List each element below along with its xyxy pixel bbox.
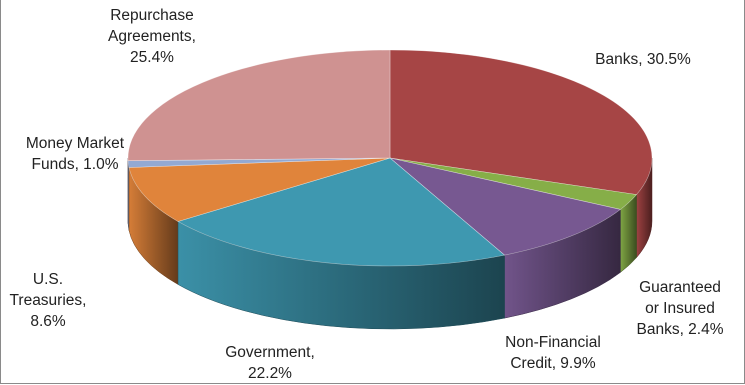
pie-labels: Banks, 30.5% Guaranteed or Insured Banks, 2…: [10, 7, 724, 382]
pie-slice-u-s-treasuries: [128, 157, 391, 222]
data-label-non-financial-credit: Non-Financial Credit, 9.9%: [505, 334, 601, 372]
pie-slice-non-financial-credit: [389, 157, 622, 256]
data-label-u-s-treasuries: U.S. Treasuries, 8.6%: [10, 271, 87, 330]
pie-slice-government: [177, 157, 506, 267]
data-label-government: Government, 22.2%: [225, 344, 315, 382]
data-label-banks: Banks, 30.5%: [595, 51, 691, 68]
data-label-money-market-funds: Money Market Funds, 1.0%: [26, 135, 125, 173]
pie-slice-repurchase-agreements: [127, 49, 391, 162]
pie-tops: [127, 49, 653, 267]
data-label-guaranteed-or-insured-banks: Guaranteed or Insured Banks, 2.4%: [636, 279, 723, 338]
pie-slice-banks: [389, 49, 653, 195]
data-label-repurchase-agreements: Repurchase Agreements, 25.4%: [108, 7, 196, 66]
